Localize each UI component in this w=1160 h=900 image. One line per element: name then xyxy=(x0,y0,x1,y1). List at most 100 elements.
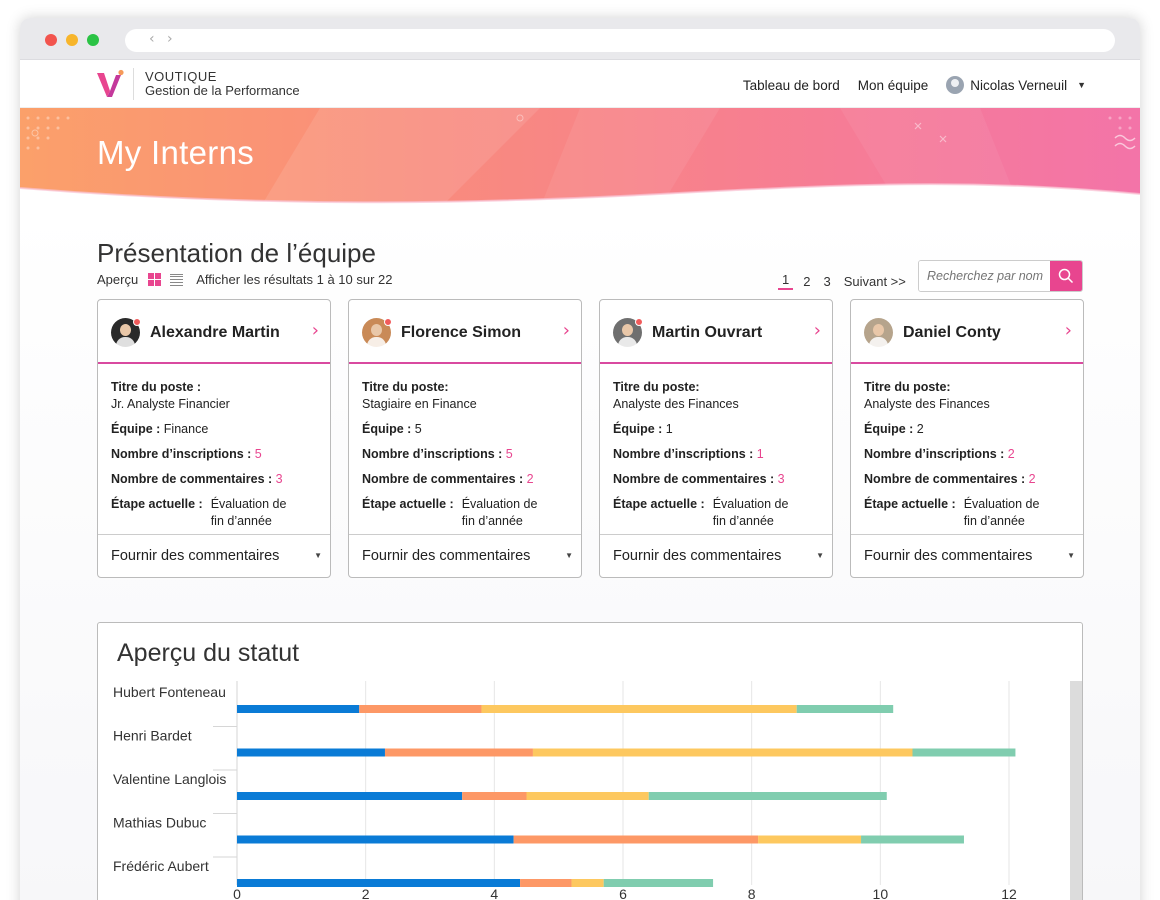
intern-card: Alexandre Martin › Titre du poste : Jr. A… xyxy=(97,299,331,578)
team-value: 5 xyxy=(414,422,422,436)
chart-bar xyxy=(513,835,759,844)
user-avatar-icon[interactable] xyxy=(946,76,965,94)
team-label: Équipe : xyxy=(613,422,663,436)
dropdown-caret-icon: ▼ xyxy=(565,551,573,560)
address-bar[interactable]: ‹ › xyxy=(125,29,1115,52)
comments-label: Nombre de commentaires : xyxy=(613,472,775,486)
chevron-right-icon[interactable]: › xyxy=(311,320,319,341)
user-menu-caret-icon[interactable]: ▼ xyxy=(1077,80,1086,90)
comments-value: 2 xyxy=(526,472,534,486)
comments-label: Nombre de commentaires : xyxy=(864,472,1026,486)
card-header[interactable]: Daniel Conty › xyxy=(851,300,1083,364)
card-header[interactable]: Florence Simon › xyxy=(349,300,581,364)
feedback-dropdown[interactable]: Fournir des commentaires ▼ xyxy=(349,534,581,577)
chart-bar xyxy=(359,705,482,713)
minimize-window-icon[interactable] xyxy=(66,34,78,46)
category-label: Mathias Dubuc xyxy=(113,815,206,831)
stage-value: Évaluation de fin d’année xyxy=(210,497,287,528)
page-3-link[interactable]: 3 xyxy=(823,273,831,289)
feedback-dropdown[interactable]: Fournir des commentaires ▼ xyxy=(600,534,832,577)
feedback-label: Fournir des commentaires xyxy=(613,548,782,564)
intern-card: Florence Simon › Titre du poste: Stagiair… xyxy=(348,299,582,578)
stage-label: Étape actuelle : xyxy=(864,497,956,511)
intern-card: Martin Ouvrart › Titre du poste: Analyste… xyxy=(599,299,833,578)
nav-team-link[interactable]: Mon équipe xyxy=(857,77,929,93)
list-view-icon[interactable] xyxy=(170,273,184,286)
team-value: 2 xyxy=(916,422,924,436)
stage-label: Étape actuelle : xyxy=(111,497,203,511)
browser-window: ‹ › VOUTIQUE Gestion de la Performance T… xyxy=(20,18,1140,900)
top-navigation: Tableau de bord Mon équipe Nicolas Verne… xyxy=(725,76,1086,94)
view-label: Aperçu xyxy=(97,272,139,287)
chart-bar xyxy=(481,705,797,713)
category-label: Frédéric Aubert xyxy=(113,858,209,874)
stage-value: Évaluation de fin d’année xyxy=(963,497,1040,528)
notification-badge xyxy=(384,318,392,326)
back-forward-icon[interactable]: ‹ › xyxy=(149,31,177,47)
page-banner: My Interns xyxy=(20,108,1140,208)
job-title-label: Titre du poste : xyxy=(111,380,202,394)
intern-name[interactable]: Alexandre Martin xyxy=(150,324,280,341)
chart-bar xyxy=(237,792,463,800)
feedback-label: Fournir des commentaires xyxy=(864,548,1033,564)
app-header: VOUTIQUE Gestion de la Performance Table… xyxy=(20,60,1140,108)
search-button[interactable] xyxy=(1050,261,1082,291)
card-details: Titre du poste: Analyste des Finances Équ… xyxy=(600,364,832,530)
brand: VOUTIQUE Gestion de la Performance xyxy=(145,70,300,98)
job-title-label: Titre du poste: xyxy=(362,380,449,394)
page-2-link[interactable]: 2 xyxy=(803,273,811,289)
x-tick-label: 4 xyxy=(490,886,498,900)
nav-dashboard-link[interactable]: Tableau de bord xyxy=(742,77,840,93)
notification-badge xyxy=(635,318,643,326)
chart-scrollbar[interactable] xyxy=(1070,681,1082,900)
job-title-label: Titre du poste: xyxy=(864,380,951,394)
x-tick-label: 10 xyxy=(873,886,889,900)
chart-bar xyxy=(912,748,1016,757)
chart-bar xyxy=(603,879,714,887)
status-chart: Hubert Fonteneau Henri Bardet Valentine La… xyxy=(113,681,1017,900)
page-1-link[interactable]: 1 xyxy=(778,272,794,290)
chevron-right-icon[interactable]: › xyxy=(1064,320,1072,341)
category-label: Henri Bardet xyxy=(113,728,192,744)
chevron-right-icon[interactable]: › xyxy=(562,320,570,341)
feedback-label: Fournir des commentaires xyxy=(111,548,280,564)
chart-title: Aperçu du statut xyxy=(117,639,300,667)
chart-bar xyxy=(237,835,514,844)
category-label: Hubert Fonteneau xyxy=(113,684,226,700)
pagination: 1 2 3 Suivant >> xyxy=(778,272,906,290)
card-header[interactable]: Alexandre Martin › xyxy=(98,300,330,364)
team-value: 1 xyxy=(665,422,673,436)
maximize-window-icon[interactable] xyxy=(87,34,99,46)
feedback-dropdown[interactable]: Fournir des commentaires ▼ xyxy=(851,534,1083,577)
card-header[interactable]: Martin Ouvrart › xyxy=(600,300,832,364)
feedback-dropdown[interactable]: Fournir des commentaires ▼ xyxy=(98,534,330,577)
intern-name[interactable]: Martin Ouvrart xyxy=(652,324,763,341)
banner-decoration xyxy=(20,108,1140,208)
next-page-link[interactable]: Suivant >> xyxy=(843,273,906,289)
view-toolbar: Aperçu Afficher les résultats 1 à 10 sur… xyxy=(97,272,393,287)
intern-avatar xyxy=(864,318,893,347)
voutique-logo-icon[interactable] xyxy=(96,69,126,99)
x-tick-label: 12 xyxy=(1001,886,1017,900)
page-title: My Interns xyxy=(97,134,255,171)
grid-view-icon[interactable] xyxy=(148,273,162,286)
category-label: Valentine Langlois xyxy=(113,771,226,787)
brand-tagline: Gestion de la Performance xyxy=(145,83,300,98)
stage-label: Étape actuelle : xyxy=(613,497,705,511)
close-window-icon[interactable] xyxy=(45,34,57,46)
signups-value: 5 xyxy=(505,447,513,461)
comments-value: 2 xyxy=(1028,472,1036,486)
chart-bar xyxy=(237,879,521,887)
team-label: Équipe : xyxy=(362,422,412,436)
status-chart-panel: Aperçu du statut Hubert Fonteneau Henri B… xyxy=(97,622,1083,900)
intern-name[interactable]: Florence Simon xyxy=(401,324,522,341)
x-tick-label: 0 xyxy=(233,886,241,900)
search-input[interactable] xyxy=(919,261,1050,291)
signups-label: Nombre d’inscriptions : xyxy=(362,447,503,461)
user-name[interactable]: Nicolas Verneuil xyxy=(970,77,1068,93)
stage-value: Évaluation de fin d’année xyxy=(712,497,789,528)
signups-value: 5 xyxy=(254,447,262,461)
chevron-right-icon[interactable]: › xyxy=(813,320,821,341)
intern-name[interactable]: Daniel Conty xyxy=(903,324,1001,341)
chart-bar xyxy=(758,835,862,844)
